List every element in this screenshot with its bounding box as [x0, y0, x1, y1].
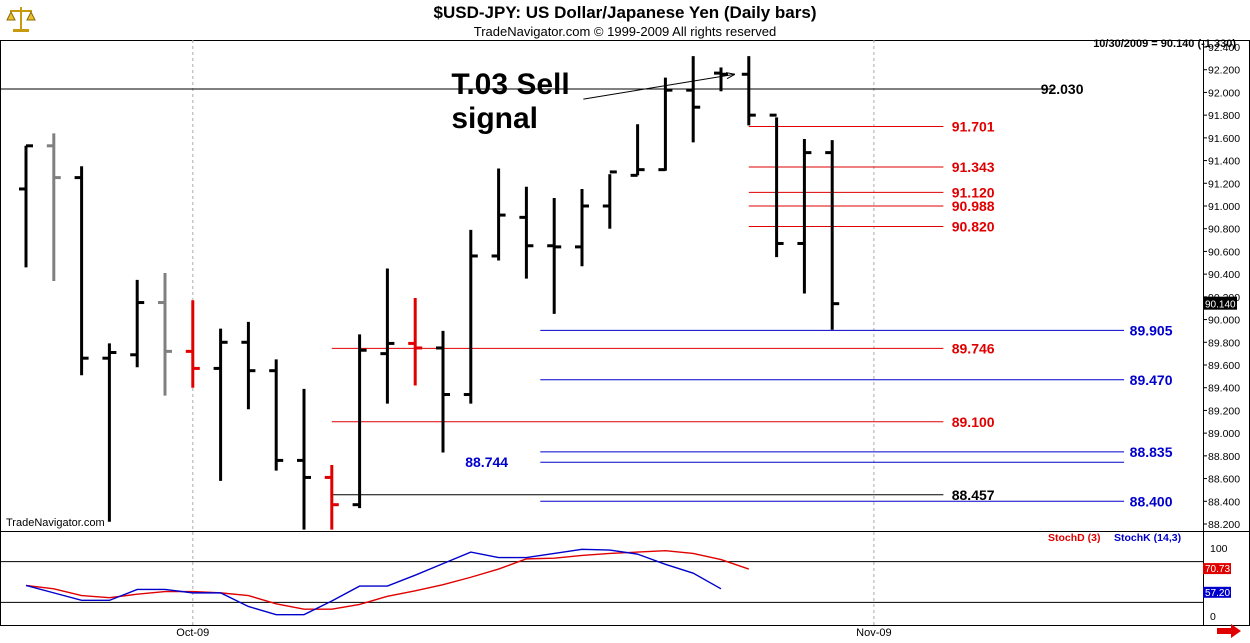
level-label: 90.820 [952, 218, 995, 234]
level-label: 89.100 [952, 414, 995, 430]
last-price-box [1203, 296, 1237, 310]
y-tick-label: 92.000 [1208, 87, 1240, 99]
y-tick-label: 91.800 [1208, 110, 1240, 122]
level-label: 90.988 [952, 198, 995, 214]
last-quote: 10/30/2009 = 90.140 (-1.330) [1093, 38, 1236, 50]
level-label: 88.457 [952, 487, 995, 503]
osc-y-tick-label: 0 [1210, 611, 1216, 623]
y-tick-label: 88.400 [1208, 496, 1240, 508]
y-tick-label: 89.000 [1208, 428, 1240, 440]
y-tick-label: 89.400 [1208, 383, 1240, 395]
next-arrow-icon[interactable] [1216, 624, 1242, 643]
legend-stochd: StochD (3) [1048, 532, 1101, 544]
y-tick-label: 91.600 [1208, 133, 1240, 145]
chart-subtitle: TradeNavigator.com © 1999-2009 All right… [473, 24, 777, 39]
level-label: 89.746 [952, 340, 995, 356]
chart-title: $USD-JPY: US Dollar/Japanese Yen (Daily … [433, 3, 817, 22]
y-tick-label: 92.400 [1208, 42, 1240, 54]
y-tick-label: 91.000 [1208, 201, 1240, 213]
y-tick-label: 89.600 [1208, 360, 1240, 372]
level-label: 91.120 [952, 184, 995, 200]
y-tick-label: 92.200 [1208, 65, 1240, 77]
level-label: 89.905 [1130, 322, 1173, 338]
y-tick-label: 90.400 [1208, 269, 1240, 281]
y-tick-label: 90.800 [1208, 224, 1240, 236]
level-label: 89.470 [1130, 372, 1173, 388]
y-tick-label: 88.600 [1208, 474, 1240, 486]
last-price-label: 90.140 [1205, 300, 1236, 311]
annotation-arrowhead [725, 72, 736, 80]
annotation-arrow [583, 73, 735, 100]
y-tick-label: 88.200 [1208, 519, 1240, 531]
y-tick-label: 91.400 [1208, 156, 1240, 168]
y-tick-label: 90.600 [1208, 246, 1240, 258]
legend-stochk: StochK (14,3) [1114, 532, 1181, 544]
osc-series-line [25, 548, 722, 616]
y-tick-label: 91.200 [1208, 178, 1240, 190]
watermark: TradeNavigator.com [6, 517, 105, 529]
osc-last-box [1203, 563, 1231, 575]
osc-last-label: 57.20 [1205, 588, 1230, 599]
x-tick-label: Nov-09 [856, 627, 891, 639]
y-tick-label: 88.800 [1208, 451, 1240, 463]
level-label: 88.835 [1130, 444, 1173, 460]
osc-last-label: 70.73 [1205, 564, 1230, 575]
annotation-label: signal [451, 102, 538, 135]
y-tick-label: 89.800 [1208, 337, 1240, 349]
x-tick-label: Oct-09 [176, 627, 209, 639]
scales-icon [4, 4, 38, 39]
level-label: 91.343 [952, 159, 995, 175]
osc-series-line [25, 550, 750, 610]
y-tick-label: 89.200 [1208, 405, 1240, 417]
osc-y-tick-label: 100 [1210, 543, 1228, 555]
level-label: 92.030 [1041, 81, 1084, 97]
y-tick-label: 90.000 [1208, 315, 1240, 327]
level-label: 91.701 [952, 119, 995, 135]
level-label: 88.744 [465, 454, 508, 470]
annotation-label: T.03 Sell [451, 68, 569, 101]
level-label: 88.400 [1130, 493, 1173, 509]
osc-last-box [1203, 586, 1231, 598]
